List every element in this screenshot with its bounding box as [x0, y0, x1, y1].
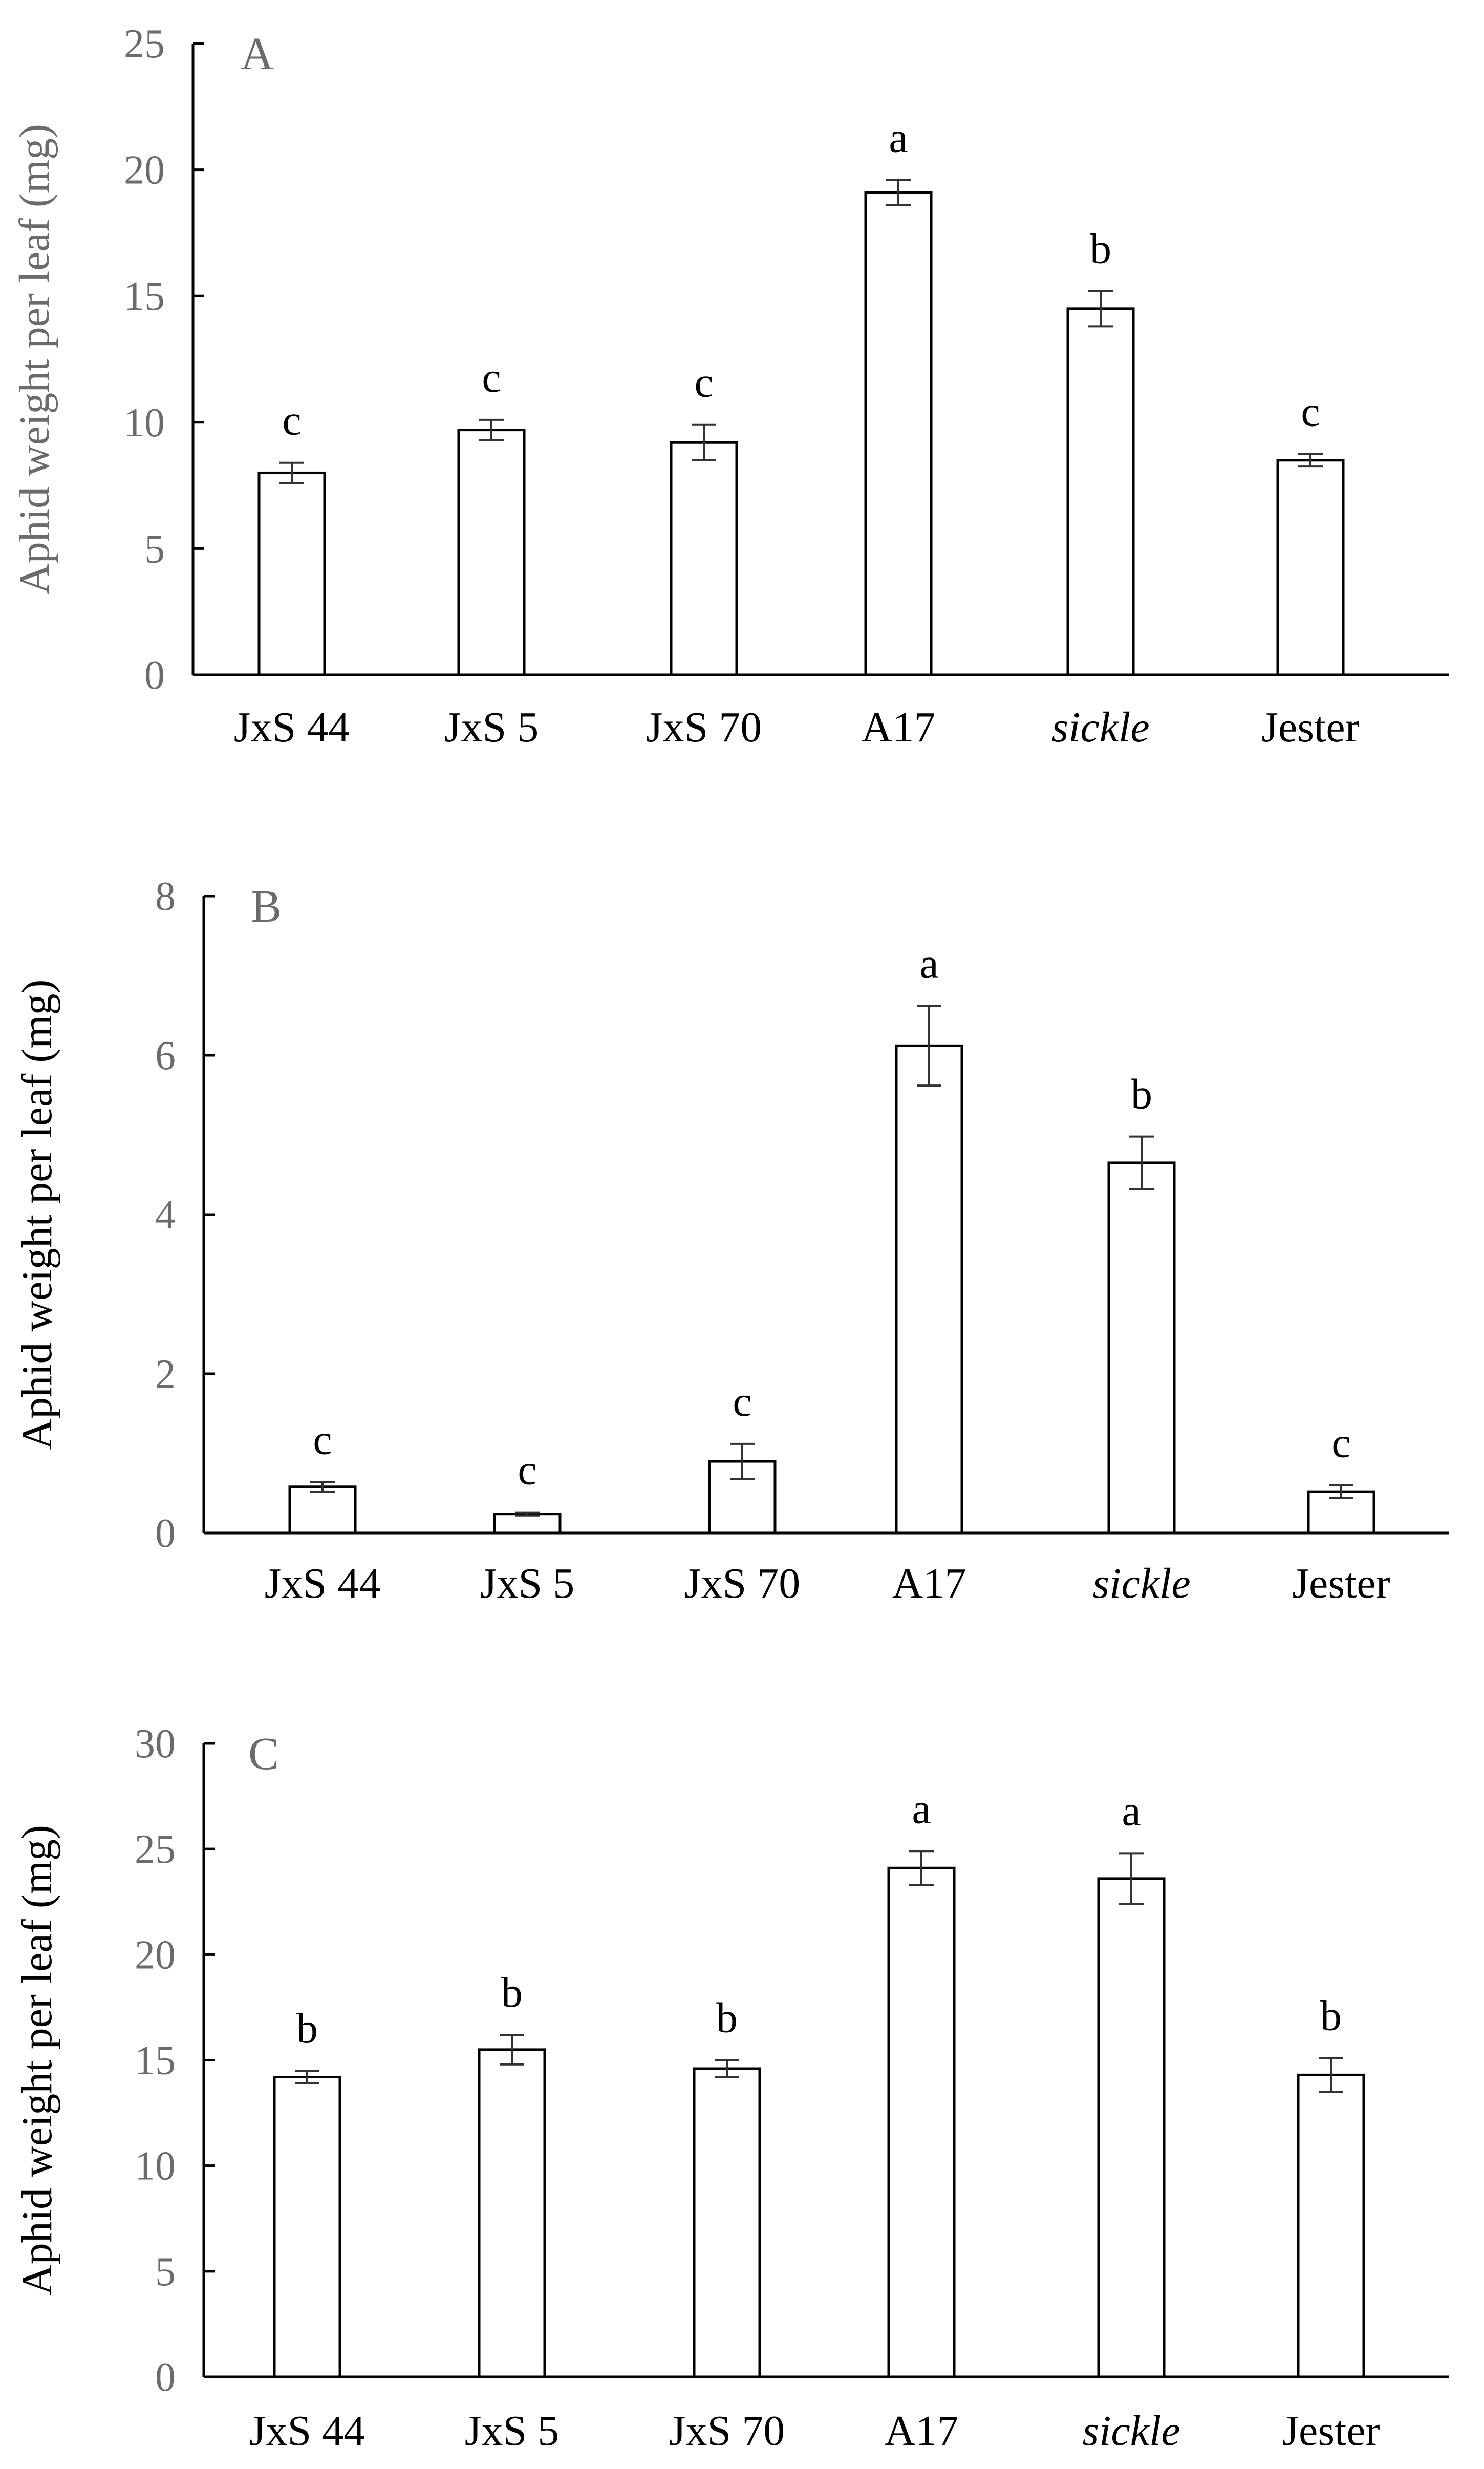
bar [895, 1044, 963, 1535]
x-category-label: JxS 5 [465, 2407, 559, 2455]
x-category-label: Jester [1282, 2407, 1380, 2455]
y-tick-label: 0 [155, 1511, 176, 1556]
bar [288, 1485, 357, 1535]
x-category-label: JxS 44 [234, 704, 350, 751]
y-tick-label: 6 [155, 1033, 176, 1078]
significance-label: a [889, 114, 908, 161]
y-tick-label: 15 [135, 2038, 176, 2083]
x-category-label: sickle [1051, 704, 1149, 751]
x-category-label: JxS 70 [646, 704, 762, 751]
x-category-label: sickle [1092, 1560, 1190, 1607]
bar [1107, 1161, 1176, 1535]
y-tick-label: 5 [144, 526, 165, 571]
bar [864, 191, 933, 676]
significance-label: b [501, 1969, 523, 2016]
y-tick-label: 0 [144, 653, 165, 698]
significance-label: a [919, 940, 938, 988]
significance-label: c [1331, 1419, 1350, 1467]
y-tick-label: 25 [135, 1827, 176, 1872]
bar [478, 2048, 546, 2378]
x-category-label: sickle [1082, 2407, 1180, 2455]
panel-letter: C [248, 1729, 279, 1779]
bar [693, 2067, 761, 2378]
bar [887, 1866, 956, 2378]
panel-letter: B [251, 881, 282, 932]
x-category-label: A17 [885, 2407, 959, 2455]
significance-label: b [1090, 225, 1111, 272]
bar [257, 471, 326, 676]
significance-label: b [1131, 1071, 1152, 1118]
y-tick-label: 5 [155, 2249, 176, 2294]
significance-label: c [694, 359, 713, 407]
panel-letter: A [241, 29, 274, 79]
x-category-label: JxS 44 [265, 1560, 380, 1607]
significance-label: b [716, 1994, 738, 2042]
y-tick-label: 0 [155, 2355, 176, 2400]
y-tick-label: 10 [135, 2144, 176, 2189]
x-category-label: JxS 70 [669, 2407, 785, 2455]
y-tick-label: 10 [124, 400, 165, 445]
y-axis-title: Aphid weight per leaf (mg) [13, 979, 61, 1450]
significance-label: a [1122, 1787, 1141, 1835]
bar [1297, 2073, 1365, 2378]
y-axis-title: Aphid weight per leaf (mg) [11, 124, 58, 594]
x-category-label: A17 [862, 704, 936, 751]
significance-label: c [733, 1378, 751, 1425]
significance-label: c [282, 397, 301, 444]
x-category-label: Jester [1261, 704, 1359, 751]
y-tick-label: 20 [135, 1932, 176, 1977]
y-tick-label: 4 [155, 1193, 176, 1238]
bar [493, 1513, 562, 1535]
significance-label: c [313, 1416, 332, 1463]
x-category-label: Jester [1292, 1560, 1390, 1607]
bar [1097, 1877, 1166, 2378]
significance-label: c [482, 354, 501, 401]
chart-panel-b: 0 2 4 6 8 Aphid weight per leaf (mg) Bc JxS 44 c… [13, 874, 1449, 1607]
y-tick-label: 25 [124, 22, 165, 67]
y-tick-label: 8 [155, 874, 176, 919]
x-category-label: JxS 70 [684, 1560, 800, 1607]
y-tick-label: 15 [124, 274, 165, 319]
bar [1066, 307, 1135, 676]
bar [670, 441, 738, 676]
significance-label: b [1320, 1992, 1342, 2039]
chart-panel-c: 0 5 10 15 20 25 30 Aphid weight per leaf (mg) Cb… [13, 1721, 1449, 2455]
x-category-label: JxS 5 [480, 1560, 574, 1607]
bar [457, 429, 526, 676]
bar [273, 2075, 341, 2378]
significance-label: b [296, 2005, 318, 2052]
significance-label: c [518, 1446, 536, 1494]
y-tick-label: 20 [124, 148, 165, 193]
chart-panel-a: 0 5 10 15 20 25 Aphid weight per leaf (mg) Ac Jx… [11, 22, 1449, 751]
bar [1276, 459, 1345, 676]
x-category-label: JxS 44 [249, 2407, 365, 2455]
y-axis-title: Aphid weight per leaf (mg) [13, 1825, 61, 2295]
y-tick-label: 30 [135, 1721, 176, 1766]
significance-label: c [1301, 388, 1320, 435]
y-tick-label: 2 [155, 1352, 176, 1397]
x-category-label: JxS 5 [444, 704, 539, 751]
significance-label: a [912, 1785, 931, 1833]
x-category-label: A17 [892, 1560, 966, 1607]
